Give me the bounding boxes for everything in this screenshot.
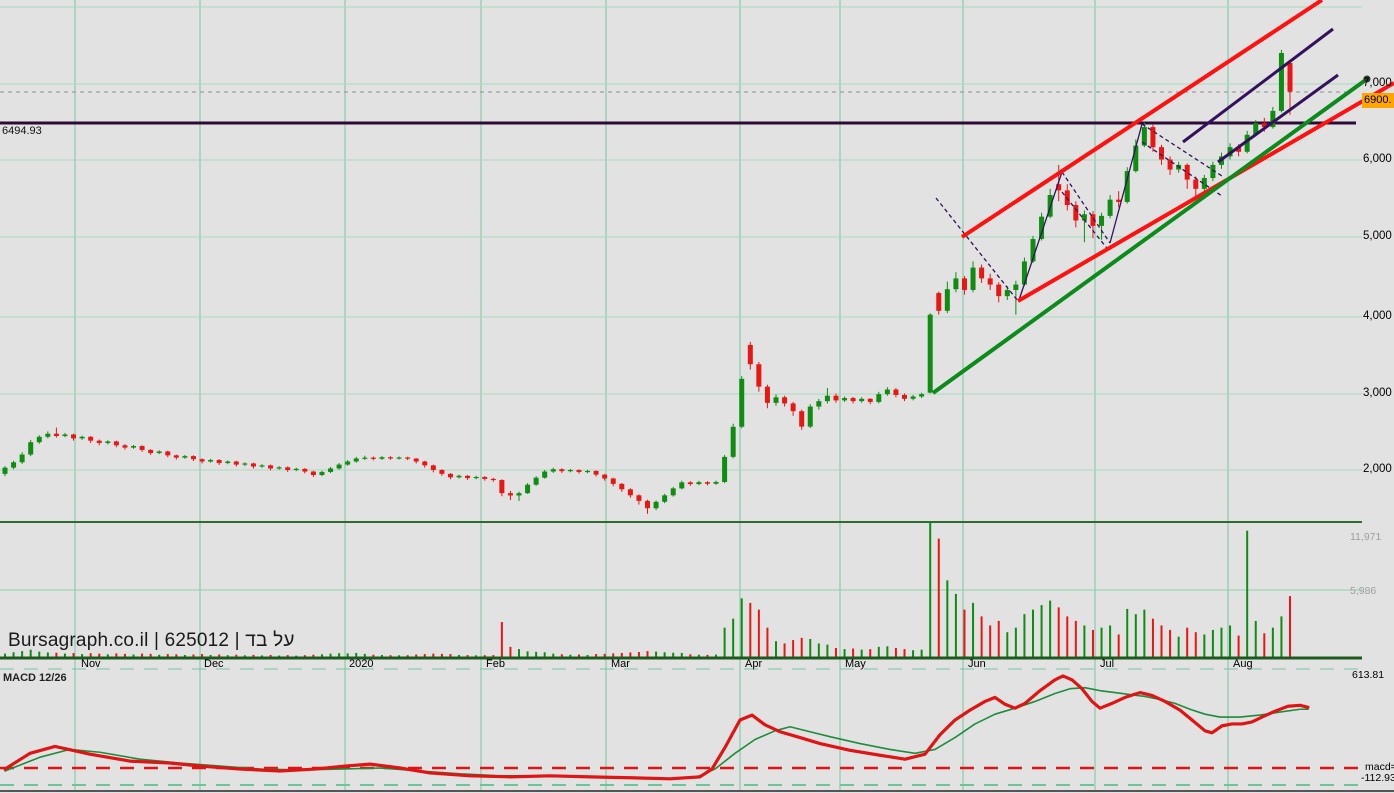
volume-axis-label: 5,986 [1350,585,1377,597]
price-axis-label: 3,000 [1363,387,1392,399]
macd-zero-label: macd= [1365,761,1394,773]
price-axis-label: 7,000 [1363,77,1392,89]
month-label-dec: Dec [204,658,224,670]
price-axis-label: 2,000 [1363,463,1392,475]
month-label-may: May [845,658,866,670]
month-label-apr: Apr [745,658,763,670]
macd-pane-label: MACD 12/26 [3,672,67,684]
month-label-jun: Jun [968,658,986,670]
price-axis-label: 4,000 [1363,310,1392,322]
price-axis-label: 5,000 [1363,230,1392,242]
volume-axis-label: 11,971 [1350,531,1382,543]
month-label-feb: Feb [486,658,505,670]
macd-max-label: 613.81 [1352,669,1385,681]
last-price-badge: 6900. [1362,93,1394,108]
month-label-nov: Nov [81,658,101,670]
watermark-title: Bursagraph.co.il | 625012 | על בד [8,630,295,651]
level-price-label: 6494.93 [2,125,42,137]
price-axis-label: 6,000 [1363,153,1392,165]
month-label-jul: Jul [1100,658,1115,670]
macd-min-label: -112.93 [1361,772,1394,784]
month-label-mar: Mar [611,658,630,670]
month-label-2020: 2020 [349,658,374,670]
month-label-aug: Aug [1233,658,1253,670]
